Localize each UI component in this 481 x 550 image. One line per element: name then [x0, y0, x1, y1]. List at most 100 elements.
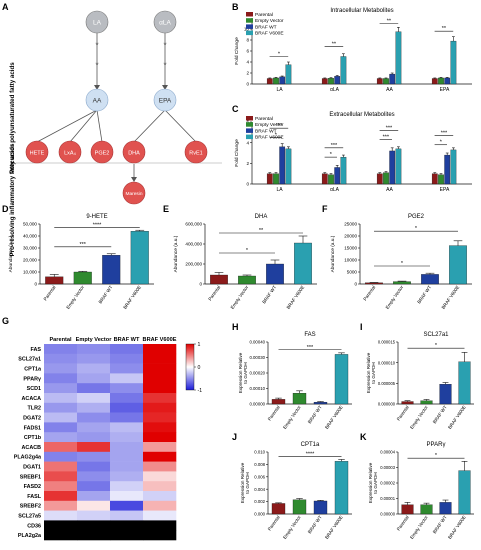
heatmap-cell — [110, 353, 144, 364]
y-tick-label: 600,000 — [185, 222, 202, 227]
x-category-label: Empty Vector — [230, 284, 250, 310]
legend-label: Empty Vector — [255, 122, 284, 128]
x-category-label: BRAF V600E — [122, 285, 142, 310]
heatmap-cell — [44, 393, 78, 404]
y-axis-label: Expression Relative — [238, 352, 243, 393]
heatmap-cell — [143, 481, 177, 492]
node-pge2 — [90, 140, 114, 164]
bar — [292, 499, 307, 515]
bar — [439, 502, 452, 515]
heatmap-cell — [143, 412, 177, 423]
node-ala — [153, 10, 177, 34]
y-tick-label: 0.00010 — [249, 386, 265, 391]
heatmap-cell — [143, 500, 177, 511]
heatmap-row-label: SREBF2 — [20, 504, 41, 510]
significance-label: * — [246, 248, 249, 254]
chart-h-fas: 0.00000 0.00010 0.00020 0.00030 0.00040 FAS Ex… — [238, 332, 352, 430]
bar — [321, 78, 328, 85]
chart-title: PPARγ — [427, 442, 446, 448]
arrow-epa-dha — [133, 109, 166, 143]
heatmap-cell — [77, 402, 111, 413]
heatmap-cell — [143, 353, 177, 364]
heatmap-cell — [143, 432, 177, 443]
heatmap-row-label: FAS — [31, 347, 42, 353]
heatmap-cell — [77, 442, 111, 453]
heatmap-cell — [143, 393, 177, 404]
heatmap-cell — [110, 412, 144, 423]
heatmap-cell — [77, 461, 111, 472]
pathway-arrows — [36, 33, 197, 180]
y-tick-label: 2 — [246, 71, 249, 76]
bar — [340, 56, 347, 85]
heatmap-row-label: PLAG2g4a — [14, 455, 42, 461]
y-axis-label: Fold Change — [234, 139, 240, 167]
significance-label: * — [435, 453, 438, 459]
significance-label: *** — [383, 135, 390, 141]
heatmap-row-label: SCD1 — [27, 386, 41, 392]
y-axis-label: Abundance (a.u.) — [173, 235, 179, 272]
bar — [45, 276, 64, 285]
x-category-label: Parental — [43, 285, 57, 302]
heatmap-column-label: Parental — [49, 337, 72, 343]
bar — [420, 400, 433, 405]
x-category-label: αLA — [330, 87, 340, 93]
x-category-label: Parental — [267, 405, 281, 422]
enzyme-marker: * — [95, 41, 98, 50]
heatmap-cell — [44, 383, 78, 394]
arrow-aa-pge2 — [96, 109, 103, 143]
chart-i-scl27a1: 0.000000 0.000005 0.000010 0.000015 SCL27a1 E… — [366, 332, 474, 430]
bar — [292, 392, 307, 405]
y-tick-label: 0.00020 — [249, 371, 265, 376]
pathway-diagram: A Precursor polyunsaturated fatty acids … — [2, 2, 222, 256]
x-category-label: Parental — [362, 285, 376, 302]
y-tick-label: 0.00003 — [380, 465, 396, 470]
pathway-nodes: LA αLA AA EPA HETE LxA₄ PGE2 DHA RvE1 Ma… — [25, 10, 208, 205]
heatmap-cell — [77, 481, 111, 492]
bar — [439, 384, 452, 405]
heatmap-column-label: BRAF WT — [114, 337, 140, 343]
x-category-label: Empty Vector — [282, 514, 302, 540]
y-tick-label: 40,000 — [23, 234, 37, 239]
bar — [273, 77, 279, 85]
bar — [389, 150, 396, 185]
legend-label: Parental — [255, 12, 273, 18]
y-tick-label: 0 — [246, 182, 249, 187]
x-category-label: BRAF WT — [261, 285, 277, 305]
y-tick-label: 400,000 — [185, 242, 202, 247]
y-tick-label: 0.000000 — [378, 402, 396, 407]
panel-letter-i: I — [360, 322, 363, 332]
bar — [73, 271, 92, 285]
heatmap-row-label: ACACA — [22, 396, 42, 402]
enzyme-markers: * * * * — [95, 41, 166, 70]
x-category-label: AA — [386, 87, 393, 93]
heatmap-cell — [77, 451, 111, 462]
heatmap-cell — [77, 412, 111, 423]
heatmap-cell — [110, 393, 144, 404]
heatmap-cell — [77, 383, 111, 394]
bar — [102, 255, 121, 285]
heatmap-cell — [110, 451, 144, 462]
x-category-label: Empty Vector — [385, 284, 405, 310]
bar — [458, 470, 471, 515]
heatmap-cell — [110, 344, 144, 355]
node-rve1 — [184, 140, 208, 164]
bar — [328, 174, 334, 185]
bar — [393, 281, 411, 285]
heatmap-cell — [77, 422, 111, 433]
chart-title: 9-HETE — [86, 214, 107, 220]
y-tick-label: 30,000 — [23, 246, 37, 251]
x-category-label: BRAF WT — [307, 515, 323, 535]
bar — [340, 156, 347, 185]
chart-title: SCL27a1 — [423, 332, 449, 338]
y-tick-label: 0.006 — [254, 474, 265, 479]
node-lxa4 — [58, 140, 82, 164]
bar — [334, 76, 341, 85]
y-axis-label-line2: to GAPDH — [373, 472, 378, 493]
y-axis-label: Abundance (a.u.) — [8, 235, 14, 272]
bar — [210, 274, 228, 285]
heatmap-cell — [110, 530, 144, 541]
chart-title: CPT1a — [301, 442, 320, 448]
chart-k-ppar: 0.00000 0.00001 0.00002 0.00003 0.00004 PPARγ… — [368, 442, 474, 540]
panel-letter-g: G — [2, 316, 9, 326]
